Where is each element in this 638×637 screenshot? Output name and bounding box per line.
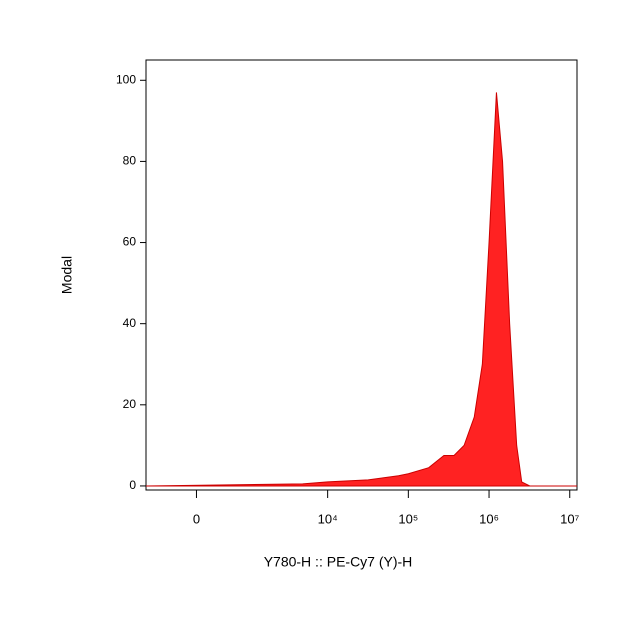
histogram-area — [145, 92, 577, 487]
plot-frame — [145, 59, 578, 491]
y-tick-label: 60 — [123, 235, 137, 249]
y-tick-label: 100 — [116, 72, 136, 86]
y-tick-label: 40 — [123, 316, 137, 330]
x-axis-label: Y780-H :: PE-Cy7 (Y)-H — [264, 554, 413, 570]
x-tick-label: 10⁷ — [560, 511, 579, 526]
y-tick-label: 80 — [123, 154, 137, 168]
x-tick-label: 10⁶ — [479, 511, 499, 526]
y-axis-label: Modal — [59, 256, 75, 294]
x-tick-label: 0 — [193, 511, 200, 526]
x-tick-label: 10⁴ — [318, 511, 338, 526]
x-tick-label: 10⁵ — [398, 511, 418, 526]
y-tick-label: 0 — [129, 478, 136, 492]
y-tick-label: 20 — [123, 397, 137, 411]
